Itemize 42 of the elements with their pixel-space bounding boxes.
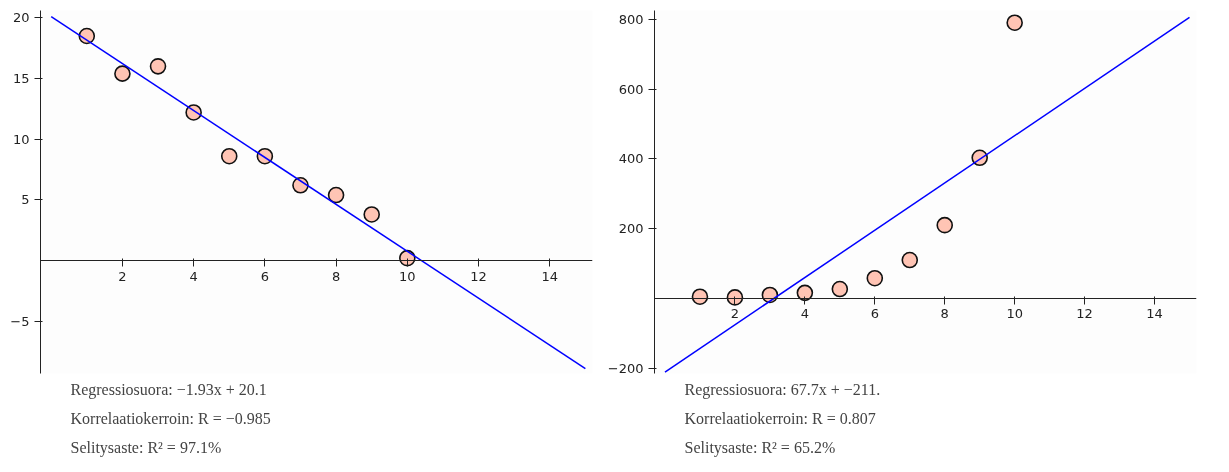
y-tick-label: 600 (618, 81, 644, 97)
x-tick-label: 6 (260, 268, 270, 284)
x-tick-label: 8 (331, 268, 341, 284)
y-tick-label: 800 (618, 11, 644, 27)
text: Korrelaatiokerroin: R = 0.807 (684, 409, 876, 427)
point (149, 58, 167, 75)
point (866, 269, 884, 287)
y-tick-label: 20 (12, 10, 30, 26)
x-tick-label: 4 (189, 268, 198, 284)
x-tick-label: 2 (118, 268, 127, 284)
text: Regressiosuora: 67.7x + −211. (684, 380, 881, 399)
point (691, 288, 709, 305)
x-tick-label: 2 (730, 306, 740, 322)
text: Regressiosuora: −1.93x + 20.1 (70, 380, 267, 399)
y-tick-label: 400 (618, 151, 644, 167)
point (327, 186, 345, 204)
point (363, 206, 380, 223)
x-tick-label: 14 (1146, 306, 1163, 322)
y-tick-label: 5 (21, 192, 30, 208)
x-tick-label: 12 (470, 268, 487, 284)
x-tick-label: 10 (399, 268, 416, 284)
y-tick-label: 200 (618, 221, 644, 237)
point (114, 65, 131, 82)
x-tick-label: 12 (1076, 306, 1093, 322)
point (1006, 14, 1023, 31)
y-tick-label: 10 (12, 131, 30, 147)
x-tick-label: 6 (870, 306, 879, 322)
y-tick-label: −200 (607, 360, 644, 376)
x-tick-label: 10 (1006, 306, 1023, 322)
y-tick-label: −5 (10, 313, 30, 329)
point (796, 284, 814, 302)
y-tick-label: 15 (12, 70, 30, 86)
text: Selitysaste: R² = 65.2% (684, 438, 836, 457)
point (831, 280, 849, 298)
point (901, 251, 919, 269)
x-tick-label: 8 (940, 306, 949, 322)
text: Selitysaste: R² = 97.1% (70, 438, 222, 457)
text: Korrelaatiokerroin: R = −0.985 (70, 409, 271, 427)
point (936, 216, 954, 234)
x-tick-label: 14 (541, 268, 559, 284)
point (220, 147, 238, 165)
x-tick-label: 4 (800, 306, 810, 322)
